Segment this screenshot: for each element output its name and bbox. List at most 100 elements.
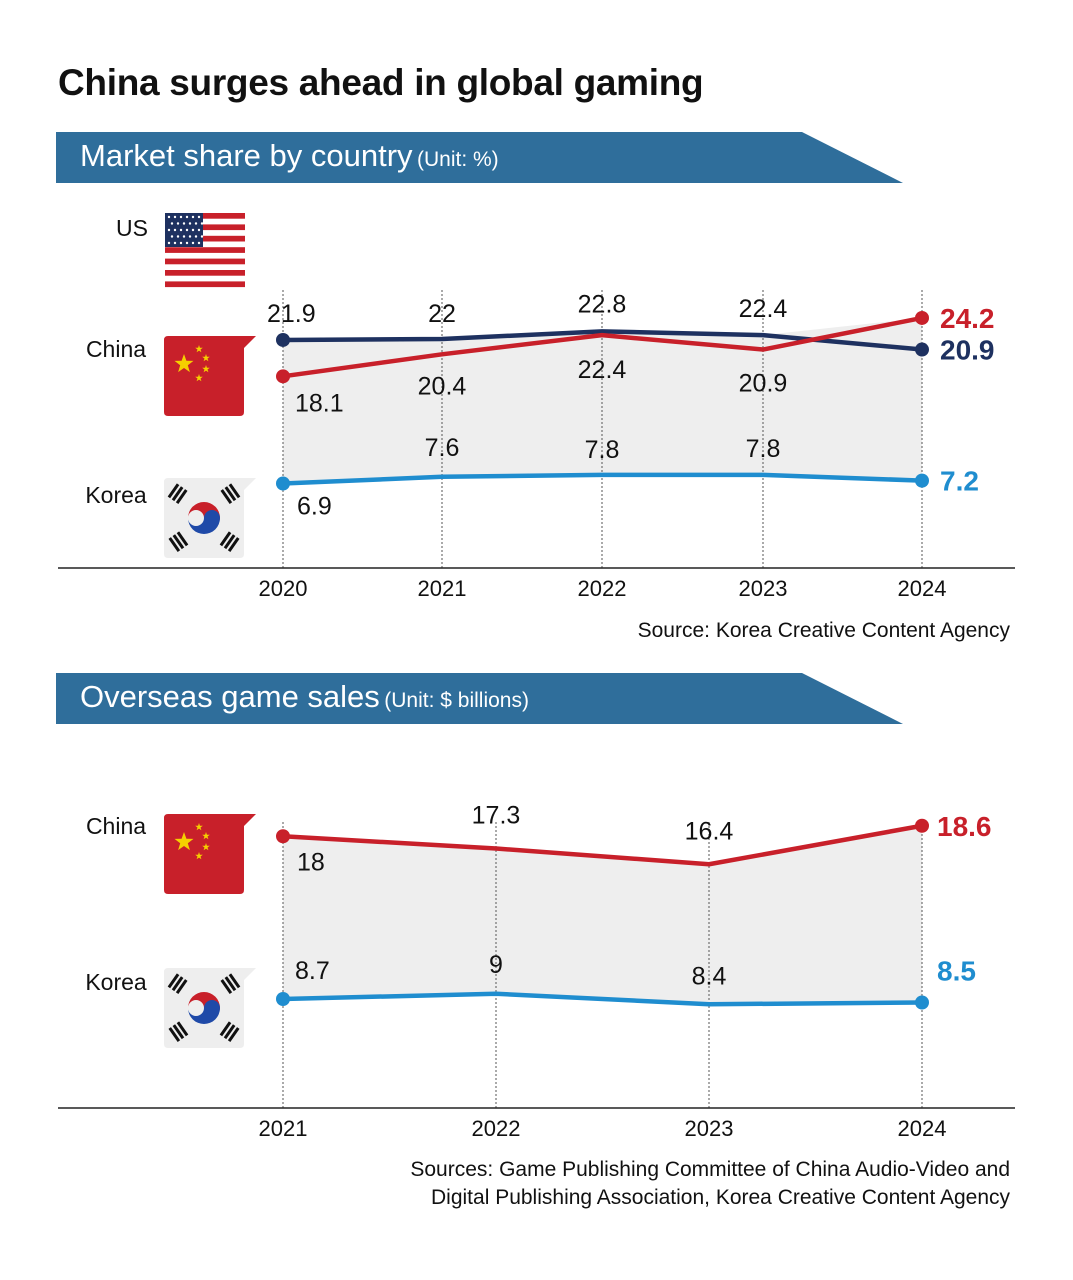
flag-star	[185, 215, 189, 219]
trigram-bar	[223, 534, 236, 550]
trigram-bar	[168, 1027, 181, 1042]
data-label-final: 20.9	[940, 335, 995, 366]
data-label: 6.9	[297, 493, 332, 521]
china-flag-icon	[164, 814, 256, 894]
data-label-final: 7.2	[940, 466, 979, 497]
section-title: Market share by country	[80, 138, 413, 173]
flag-stripe	[165, 235, 245, 242]
flag-bg	[164, 814, 256, 894]
flag-star	[182, 222, 186, 225]
taegeuk-blue	[188, 510, 220, 534]
flag-star	[194, 222, 198, 225]
data-point	[915, 995, 929, 1010]
data-point	[276, 332, 290, 347]
area-fill	[283, 825, 922, 1005]
trigram	[219, 1021, 240, 1042]
x-tick-label: 2023	[685, 1116, 734, 1141]
x-tick-label: 2021	[418, 576, 467, 601]
data-point	[276, 369, 290, 384]
flag-star	[173, 228, 177, 232]
legend-label-china: China	[86, 813, 146, 839]
flag-star	[188, 222, 192, 225]
market-share-chart: 2020 2021 2022 2023 2024 21.9 22 22.8 22.4 20.9 18…	[58, 213, 1015, 601]
section-unit: (Unit: $ billions)	[384, 689, 529, 712]
flag-star	[197, 228, 201, 232]
trigram-bar	[175, 979, 188, 994]
flag-star	[195, 852, 203, 860]
us-flag-icon	[165, 213, 245, 293]
legend-label-korea: Korea	[85, 482, 147, 508]
data-label: 20.4	[418, 372, 467, 400]
x-tick-label: 2024	[898, 1116, 947, 1141]
flag-star	[197, 215, 201, 219]
data-label: 22.4	[739, 295, 788, 323]
trigram-bar	[219, 1021, 232, 1037]
x-tick-label: 2020	[259, 576, 308, 601]
flag-canton	[165, 213, 203, 247]
flag-stripe	[165, 224, 245, 231]
trigram-bar	[224, 976, 237, 992]
data-label: 22.4	[578, 356, 627, 384]
data-point	[276, 829, 290, 844]
flag-star	[176, 235, 180, 238]
data-point	[276, 476, 290, 491]
flag-bg	[164, 336, 256, 416]
data-label: 7.6	[425, 434, 460, 462]
flag-star	[195, 345, 203, 353]
trigram	[167, 483, 188, 504]
data-label: 17.3	[472, 802, 521, 830]
flag-star	[194, 235, 198, 238]
flag-star	[202, 354, 210, 362]
series-line-china	[282, 823, 923, 867]
flag-star	[191, 228, 195, 232]
series-line-korea	[282, 991, 923, 1007]
korea-flag-icon	[164, 968, 256, 1048]
china-flag-icon	[164, 336, 256, 416]
legend-label-china: China	[86, 336, 146, 362]
trigram-bar	[228, 973, 241, 989]
flag-star	[167, 215, 171, 219]
korea-flag-icon	[164, 478, 256, 558]
data-label: 18	[297, 848, 325, 876]
flag-star	[197, 241, 201, 245]
flag-star	[179, 228, 183, 232]
data-point	[915, 310, 929, 325]
data-label: 16.4	[685, 817, 734, 845]
data-label: 22.8	[578, 290, 627, 318]
flag-star	[173, 215, 177, 219]
section-header-overseas-sales: Overseas game sales (Unit: $ billions)	[56, 673, 903, 724]
data-point	[915, 473, 929, 488]
flag-stripe	[165, 213, 245, 219]
flag-star	[191, 215, 195, 219]
trigram-bar	[167, 483, 180, 499]
data-label: 9	[489, 951, 503, 979]
flag-star	[174, 832, 194, 851]
source-line: Sources: Game Publishing Committee of Ch…	[410, 1158, 1010, 1181]
flag-star	[176, 222, 180, 225]
section-band-shape	[56, 132, 903, 183]
legend-label-korea: Korea	[85, 969, 147, 995]
data-label-final: 24.2	[940, 303, 995, 334]
trigram-bar	[171, 976, 184, 992]
flag-star	[188, 235, 192, 238]
trigram-bar	[175, 489, 188, 504]
flag-star	[185, 241, 189, 245]
trigram-bar	[172, 534, 185, 550]
flag-star	[179, 215, 183, 219]
flag-star	[185, 228, 189, 232]
x-tick-label: 2023	[739, 576, 788, 601]
trigram-bar	[176, 1021, 189, 1037]
taegeuk-blue	[188, 1000, 220, 1024]
x-tick-label: 2022	[472, 1116, 521, 1141]
data-label-final: 8.5	[937, 956, 976, 987]
trigram	[167, 973, 188, 994]
flag-star	[195, 823, 203, 831]
trigram-bar	[220, 979, 233, 994]
x-tick-label: 2021	[259, 1116, 308, 1141]
trigram-bar	[227, 537, 240, 552]
x-tick-label: 2022	[578, 576, 627, 601]
trigram	[220, 973, 241, 994]
trigram	[220, 483, 241, 504]
series-line-korea	[282, 472, 923, 486]
area-fill	[283, 317, 922, 484]
